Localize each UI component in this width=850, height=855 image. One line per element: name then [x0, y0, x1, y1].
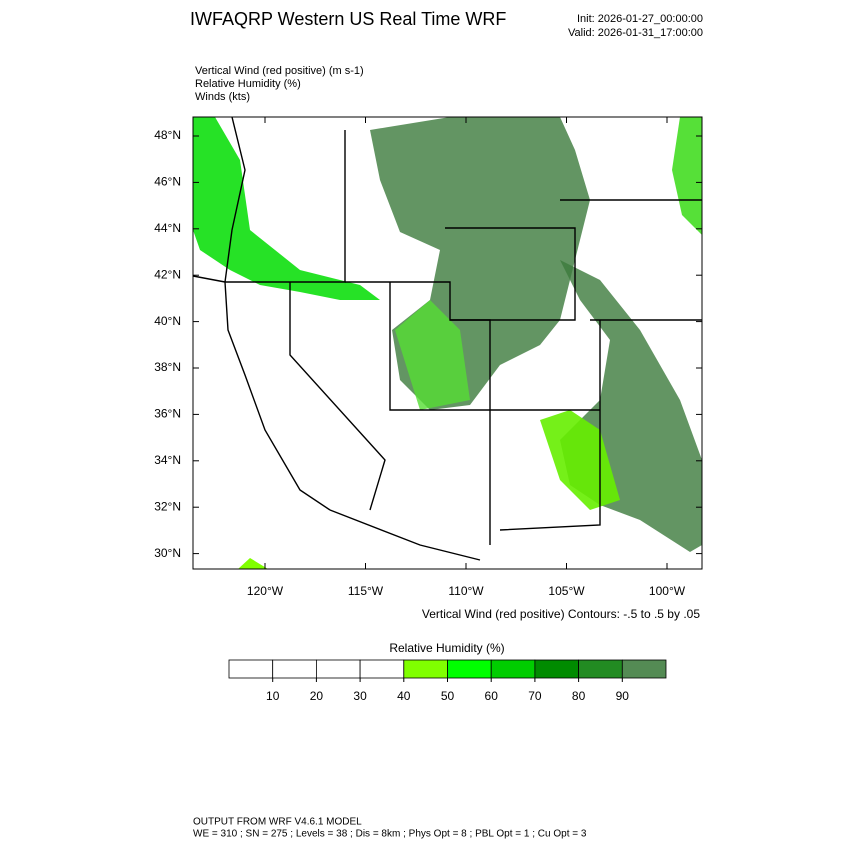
boundaries: [193, 117, 702, 561]
lat-tick-label: 48°N: [154, 128, 181, 142]
map-frame: [192, 116, 703, 570]
valid-time: Valid: 2026-01-31_17:00:00: [568, 27, 703, 39]
footer-line: OUTPUT FROM WRF V4.6.1 MODEL: [193, 817, 362, 828]
lat-tick-label: 38°N: [154, 360, 181, 374]
colorbar-box: [490, 659, 536, 679]
ticks: 48°N 46°N 44°N 42°N 40°N 38°N 36°N 34°N 32°N 30°N…: [154, 117, 702, 598]
border: [329, 509, 481, 561]
footer-line: WE = 310 ; SN = 275 ; Levels = 38 ; Dis …: [193, 829, 587, 840]
colorbar-box: [447, 659, 492, 679]
lat-tick-label: 34°N: [154, 453, 181, 467]
lon-tick-label: 120°W: [247, 584, 284, 598]
title: IWFAQRP Western US Real Time WRF: [190, 9, 506, 29]
lat-tick-label: 32°N: [154, 499, 181, 513]
lon-tick-label: 105°W: [548, 584, 585, 598]
colorbar-title: Relative Humidity (%): [389, 641, 504, 655]
lat-tick-label: 36°N: [154, 407, 181, 421]
colorbar-box: [578, 659, 623, 679]
lon-tick-label: 110°W: [448, 584, 484, 598]
rh-area: [193, 117, 380, 300]
colorbar-box: [621, 659, 667, 679]
colorbar-box: [315, 659, 361, 679]
colorbar-box: [228, 659, 274, 679]
rh-area: [672, 117, 702, 235]
colorbar-label: 90: [616, 689, 630, 703]
rh-area: [395, 300, 470, 410]
colorbar-label: 10: [266, 689, 280, 703]
colorbar: 10 20 30 40 50 60 70 80 90: [228, 659, 667, 703]
colorbar-label: 20: [310, 689, 324, 703]
lat-tick-label: 44°N: [154, 221, 181, 235]
colorbar-label: 50: [441, 689, 455, 703]
colorbar-box: [534, 659, 580, 679]
state-line: [389, 282, 600, 411]
colorbar-box: [359, 659, 405, 679]
colorbar-label: 40: [397, 689, 411, 703]
lat-tick-label: 46°N: [154, 175, 181, 189]
colorbar-label: 60: [485, 689, 499, 703]
map-layer: [193, 117, 702, 569]
state-line: [289, 282, 386, 511]
field-label: Winds (kts): [195, 91, 250, 103]
colorbar-label: 80: [572, 689, 586, 703]
lat-tick-label: 42°N: [154, 267, 181, 281]
rh-area: [238, 558, 268, 569]
colorbar-box: [403, 659, 448, 679]
lon-tick-label: 100°W: [649, 584, 686, 598]
state-line: [499, 320, 601, 531]
lat-tick-label: 30°N: [154, 546, 181, 560]
state-line: [445, 227, 576, 321]
init-time: Init: 2026-01-27_00:00:00: [577, 13, 703, 25]
field-label: Vertical Wind (red positive) (m s-1): [195, 65, 364, 77]
lon-tick-label: 115°W: [348, 584, 384, 598]
state-line: [193, 275, 226, 283]
colorbar-label: 70: [528, 689, 542, 703]
colorbar-box: [272, 659, 317, 679]
lat-tick-label: 40°N: [154, 314, 181, 328]
contour-note: Vertical Wind (red positive) Contours: -…: [422, 607, 700, 621]
colorbar-label: 30: [353, 689, 367, 703]
field-label: Relative Humidity (%): [195, 78, 301, 90]
coastline: [224, 117, 331, 511]
